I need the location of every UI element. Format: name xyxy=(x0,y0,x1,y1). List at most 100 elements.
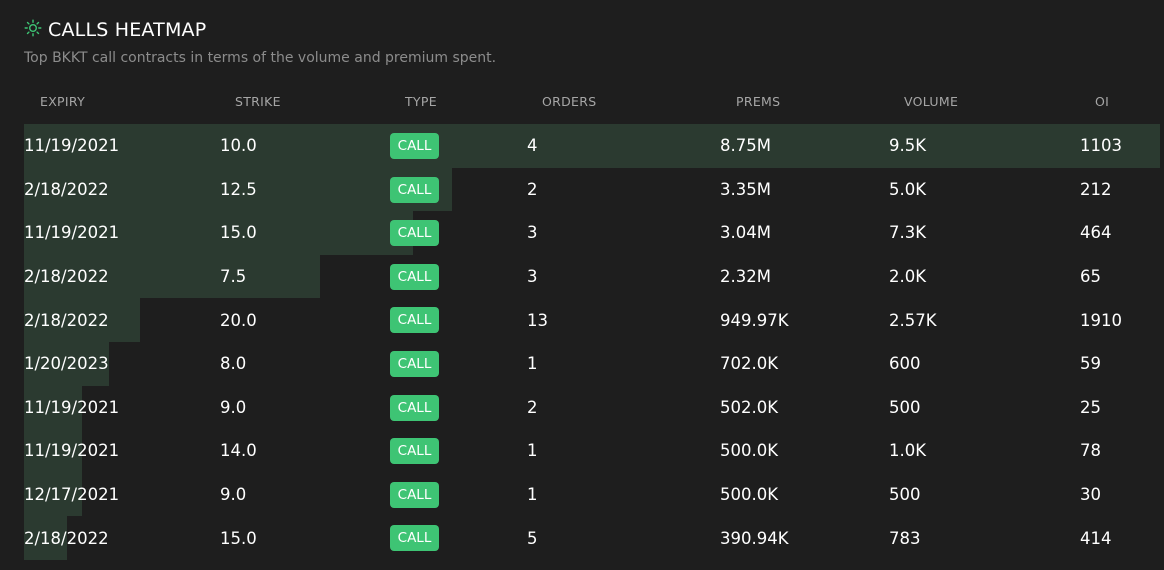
cell-orders: 3 xyxy=(527,267,538,287)
column-header-expiry[interactable]: EXPIRY xyxy=(40,94,86,109)
cell-oi: 25 xyxy=(1080,397,1101,417)
cell-expiry: 11/19/2021 xyxy=(24,441,120,461)
cell-strike: 14.0 xyxy=(220,441,257,461)
cell-volume: 500 xyxy=(889,485,921,505)
cell-oi: 1103 xyxy=(1080,136,1122,156)
cell-expiry: 2/18/2022 xyxy=(24,528,109,548)
cell-prems: 949.97K xyxy=(720,310,789,330)
cell-orders: 1 xyxy=(527,441,538,461)
cell-strike: 9.0 xyxy=(220,485,247,505)
cell-volume: 9.5K xyxy=(889,136,927,156)
call-type-badge: CALL xyxy=(390,176,439,203)
cell-prems: 390.94K xyxy=(720,528,789,548)
cell-oi: 65 xyxy=(1080,267,1101,287)
heat-bar xyxy=(24,472,82,517)
cell-prems: 8.75M xyxy=(720,136,771,156)
cell-strike: 8.0 xyxy=(220,354,247,374)
cell-orders: 1 xyxy=(527,485,538,505)
heat-bar xyxy=(24,254,320,299)
table-row[interactable]: 12/17/2021 9.0 1 500.0K 500 30 CALL xyxy=(0,472,1164,517)
cell-expiry: 11/19/2021 xyxy=(24,136,120,156)
call-type-badge: CALL xyxy=(390,438,439,465)
title-row: CALLS HEATMAP xyxy=(24,16,496,44)
cell-orders: 3 xyxy=(527,223,538,243)
heat-bar xyxy=(24,167,452,212)
cell-prems: 500.0K xyxy=(720,485,779,505)
table-row[interactable]: 11/19/2021 14.0 1 500.0K 1.0K 78 CALL xyxy=(0,429,1164,473)
call-type-badge: CALL xyxy=(390,263,439,290)
cell-expiry: 1/20/2023 xyxy=(24,354,109,374)
cell-strike: 10.0 xyxy=(220,136,257,156)
column-header-prems[interactable]: PREMS xyxy=(736,94,781,109)
table-row[interactable]: 11/19/2021 9.0 2 502.0K 500 25 CALL xyxy=(0,385,1164,430)
cell-strike: 9.0 xyxy=(220,397,247,417)
cell-volume: 500 xyxy=(889,397,921,417)
cell-orders: 2 xyxy=(527,179,538,199)
table-row[interactable]: 2/18/2022 7.5 3 2.32M 2.0K 65 CALL xyxy=(0,254,1164,299)
cell-volume: 783 xyxy=(889,528,921,548)
cell-oi: 414 xyxy=(1080,528,1112,548)
column-header-strike[interactable]: STRIKE xyxy=(235,94,281,109)
table-row[interactable]: 11/19/2021 10.0 4 8.75M 9.5K 1103 CALL xyxy=(0,124,1164,168)
cell-prems: 3.04M xyxy=(720,223,771,243)
cell-expiry: 11/19/2021 xyxy=(24,397,120,417)
cell-oi: 30 xyxy=(1080,485,1101,505)
table-row[interactable]: 11/19/2021 15.0 3 3.04M 7.3K 464 CALL xyxy=(0,211,1164,255)
cell-orders: 4 xyxy=(527,136,538,156)
cell-expiry: 11/19/2021 xyxy=(24,223,120,243)
cell-expiry: 2/18/2022 xyxy=(24,267,109,287)
column-header-volume[interactable]: VOLUME xyxy=(904,94,959,109)
sun-icon xyxy=(24,19,48,41)
cell-strike: 15.0 xyxy=(220,223,257,243)
page-title: CALLS HEATMAP xyxy=(48,19,207,41)
table-row[interactable]: 2/18/2022 12.5 2 3.35M 5.0K 212 CALL xyxy=(0,167,1164,212)
cell-prems: 502.0K xyxy=(720,397,779,417)
cell-volume: 1.0K xyxy=(889,441,927,461)
cell-strike: 20.0 xyxy=(220,310,257,330)
table-row[interactable]: 1/20/2023 8.0 1 702.0K 600 59 CALL xyxy=(0,341,1164,386)
cell-expiry: 12/17/2021 xyxy=(24,485,120,505)
cell-expiry: 2/18/2022 xyxy=(24,179,109,199)
call-type-badge: CALL xyxy=(390,220,439,247)
column-header-type[interactable]: TYPE xyxy=(405,94,437,109)
cell-orders: 1 xyxy=(527,354,538,374)
cell-oi: 59 xyxy=(1080,354,1101,374)
cell-volume: 2.0K xyxy=(889,267,927,287)
heatmap-header: CALLS HEATMAP Top BKKT call contracts in… xyxy=(24,16,496,66)
column-header-orders[interactable]: ORDERS xyxy=(542,94,597,109)
call-type-badge: CALL xyxy=(390,394,439,421)
cell-orders: 5 xyxy=(527,528,538,548)
cell-expiry: 2/18/2022 xyxy=(24,310,109,330)
cell-strike: 15.0 xyxy=(220,528,257,548)
cell-prems: 500.0K xyxy=(720,441,779,461)
heat-bar xyxy=(24,124,1160,168)
cell-oi: 78 xyxy=(1080,441,1101,461)
heat-bar xyxy=(24,341,109,386)
heat-bar xyxy=(24,385,82,430)
call-type-badge: CALL xyxy=(390,481,439,508)
heatmap-table-body: 11/19/2021 10.0 4 8.75M 9.5K 1103 CALL 2/18/202… xyxy=(0,124,1164,560)
cell-prems: 3.35M xyxy=(720,179,771,199)
cell-orders: 13 xyxy=(527,310,548,330)
cell-volume: 600 xyxy=(889,354,921,374)
table-row[interactable]: 2/18/2022 20.0 13 949.97K 2.57K 1910 CALL xyxy=(0,298,1164,342)
table-row[interactable]: 2/18/2022 15.0 5 390.94K 783 414 CALL xyxy=(0,516,1164,560)
heat-bar xyxy=(24,298,140,342)
cell-volume: 5.0K xyxy=(889,179,927,199)
call-type-badge: CALL xyxy=(390,133,439,159)
cell-oi: 212 xyxy=(1080,179,1112,199)
table-header: EXPIRY STRIKE TYPE ORDERS PREMS VOLUME O… xyxy=(0,94,1164,110)
call-type-badge: CALL xyxy=(390,307,439,334)
heat-bar xyxy=(24,211,413,255)
column-header-oi[interactable]: OI xyxy=(1095,94,1110,109)
cell-prems: 702.0K xyxy=(720,354,779,374)
heat-bar xyxy=(24,429,82,473)
cell-orders: 2 xyxy=(527,397,538,417)
page-subtitle: Top BKKT call contracts in terms of the … xyxy=(24,50,497,66)
heat-bar xyxy=(24,516,67,560)
call-type-badge: CALL xyxy=(390,350,439,377)
cell-strike: 7.5 xyxy=(220,267,247,287)
cell-strike: 12.5 xyxy=(220,179,257,199)
cell-oi: 1910 xyxy=(1080,310,1122,330)
cell-volume: 2.57K xyxy=(889,310,937,330)
